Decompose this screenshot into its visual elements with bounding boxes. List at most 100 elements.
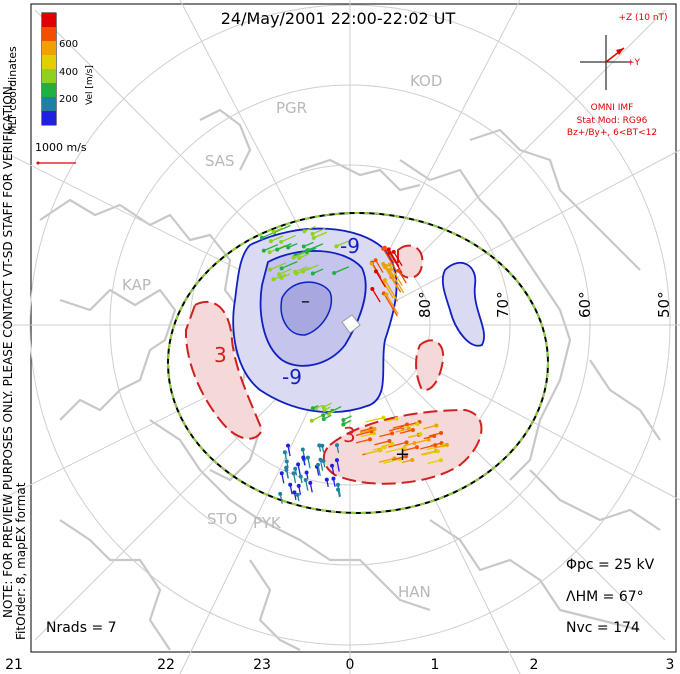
- station-sas: SAS: [205, 152, 235, 170]
- vector-origin: [334, 458, 339, 463]
- velocity-vector: [401, 423, 418, 429]
- vector-origin: [381, 261, 386, 266]
- imf-by-label: +Y: [627, 58, 641, 68]
- lat-60: 60°: [576, 291, 594, 318]
- vector-origin: [406, 426, 411, 431]
- colorbar-segment: [42, 13, 56, 28]
- velocity-vector: [375, 271, 387, 288]
- vector-origin: [284, 459, 289, 464]
- vector-origin: [301, 455, 306, 460]
- vector-origin: [318, 457, 323, 462]
- vector-origin: [396, 268, 401, 273]
- vector-origin: [294, 271, 299, 276]
- vector-origin: [335, 482, 340, 487]
- vector-origin: [391, 249, 396, 254]
- velocity-vector: [416, 439, 429, 444]
- stats: Φpc = 25 kV ΛHM = 67° Nvc = 174 Nrads = …: [46, 557, 655, 636]
- plot-frame: [30, 3, 677, 653]
- mlt-21: 21: [5, 657, 23, 673]
- notice-line1: NOTE: FOR PREVIEW PURPOSES ONLY. PLEASE …: [1, 82, 15, 618]
- velocity-vector: [304, 225, 316, 232]
- vector-origin: [414, 445, 419, 450]
- vector-origin: [368, 437, 373, 442]
- colorbar-segment: [42, 83, 56, 98]
- colorbar-segment: [42, 97, 56, 112]
- vector-origin: [286, 443, 291, 448]
- vector-origin: [279, 471, 284, 476]
- velocity-vector: [383, 458, 401, 464]
- vector-origin: [369, 261, 374, 266]
- velocity-vector: [273, 224, 291, 234]
- stat-lambda-hm: ΛHM = 67°: [566, 589, 644, 605]
- velocity-vector: [312, 227, 326, 235]
- velocity-vector: [420, 444, 436, 450]
- vector-origin: [296, 483, 301, 488]
- mlt-3: 3: [666, 657, 675, 673]
- vector-origin: [434, 423, 439, 428]
- vector-origin: [386, 247, 391, 252]
- imf-dial: +Z (10 nT) +Y OMNI IMF Stat Mod: RG96 Bz…: [567, 13, 668, 138]
- colorbar-tick-600: 600: [59, 39, 78, 50]
- stat-phi-pc: Φpc = 25 kV: [566, 557, 655, 573]
- scale-vector: 1000 m/s: [35, 141, 87, 165]
- vector-origin: [321, 458, 326, 463]
- station-kap: KAP: [122, 276, 151, 294]
- mlt-23: 23: [253, 657, 271, 673]
- colorbar-segment: [42, 41, 56, 56]
- velocity-vector: [382, 248, 398, 273]
- velocity-vector: [384, 279, 399, 302]
- vector-origin: [279, 275, 284, 280]
- vector-origin: [382, 278, 387, 283]
- stations: KOD PGR SAS KAP STO PYK HAN: [122, 72, 442, 601]
- vector-origin: [438, 458, 443, 463]
- velocity-vector: [422, 450, 439, 456]
- velocity-vector: [407, 433, 421, 438]
- vector-origin: [394, 416, 399, 421]
- mlt-22: 22: [157, 657, 175, 673]
- velocity-vector: [388, 426, 403, 432]
- velocity-vector: [307, 243, 324, 251]
- vector-origin: [332, 271, 337, 276]
- vector-origin: [310, 271, 315, 276]
- station-pyk: PYK: [253, 514, 282, 532]
- velocity-vector: [360, 432, 375, 438]
- velocity-vector: [336, 240, 349, 247]
- vector-origin: [291, 255, 296, 260]
- velocity-vector: [423, 424, 437, 430]
- vector-origin: [282, 450, 287, 455]
- vector-origin: [320, 443, 325, 448]
- vector-origin: [305, 455, 310, 460]
- vector-origin: [316, 462, 321, 467]
- vector-origin: [268, 239, 273, 244]
- vector-origin: [405, 422, 410, 427]
- velocity-vector: [269, 262, 287, 271]
- velocity-vector: [281, 261, 298, 269]
- vector-origin: [297, 256, 302, 261]
- station-han: HAN: [398, 583, 431, 601]
- pole-marker: [341, 314, 361, 334]
- vector-origin: [373, 258, 378, 263]
- vector-origin: [374, 269, 379, 274]
- velocity-vector: [399, 429, 414, 434]
- velocity-vector: [371, 288, 381, 303]
- latitude-labels: 80° 70° 60° 50°: [416, 291, 673, 318]
- vector-origin: [372, 427, 377, 432]
- velocity-vector: [379, 432, 393, 438]
- vector-origin: [267, 250, 272, 255]
- velocity-vector: [398, 270, 407, 284]
- vector-origin: [259, 235, 264, 240]
- velocity-vector: [294, 266, 308, 273]
- velocity-vector: [393, 251, 403, 267]
- vector-origin: [334, 443, 339, 448]
- vector-origin: [330, 463, 335, 468]
- vector-origin: [435, 449, 440, 454]
- velocity-vector: [421, 450, 437, 456]
- vector-origin: [341, 417, 346, 422]
- velocity-vector: [385, 447, 405, 454]
- vector-origin: [387, 250, 392, 255]
- vector-origin: [387, 267, 392, 272]
- vector-origin: [370, 287, 375, 292]
- vector-origin: [293, 466, 298, 471]
- velocity-vector: [385, 265, 395, 280]
